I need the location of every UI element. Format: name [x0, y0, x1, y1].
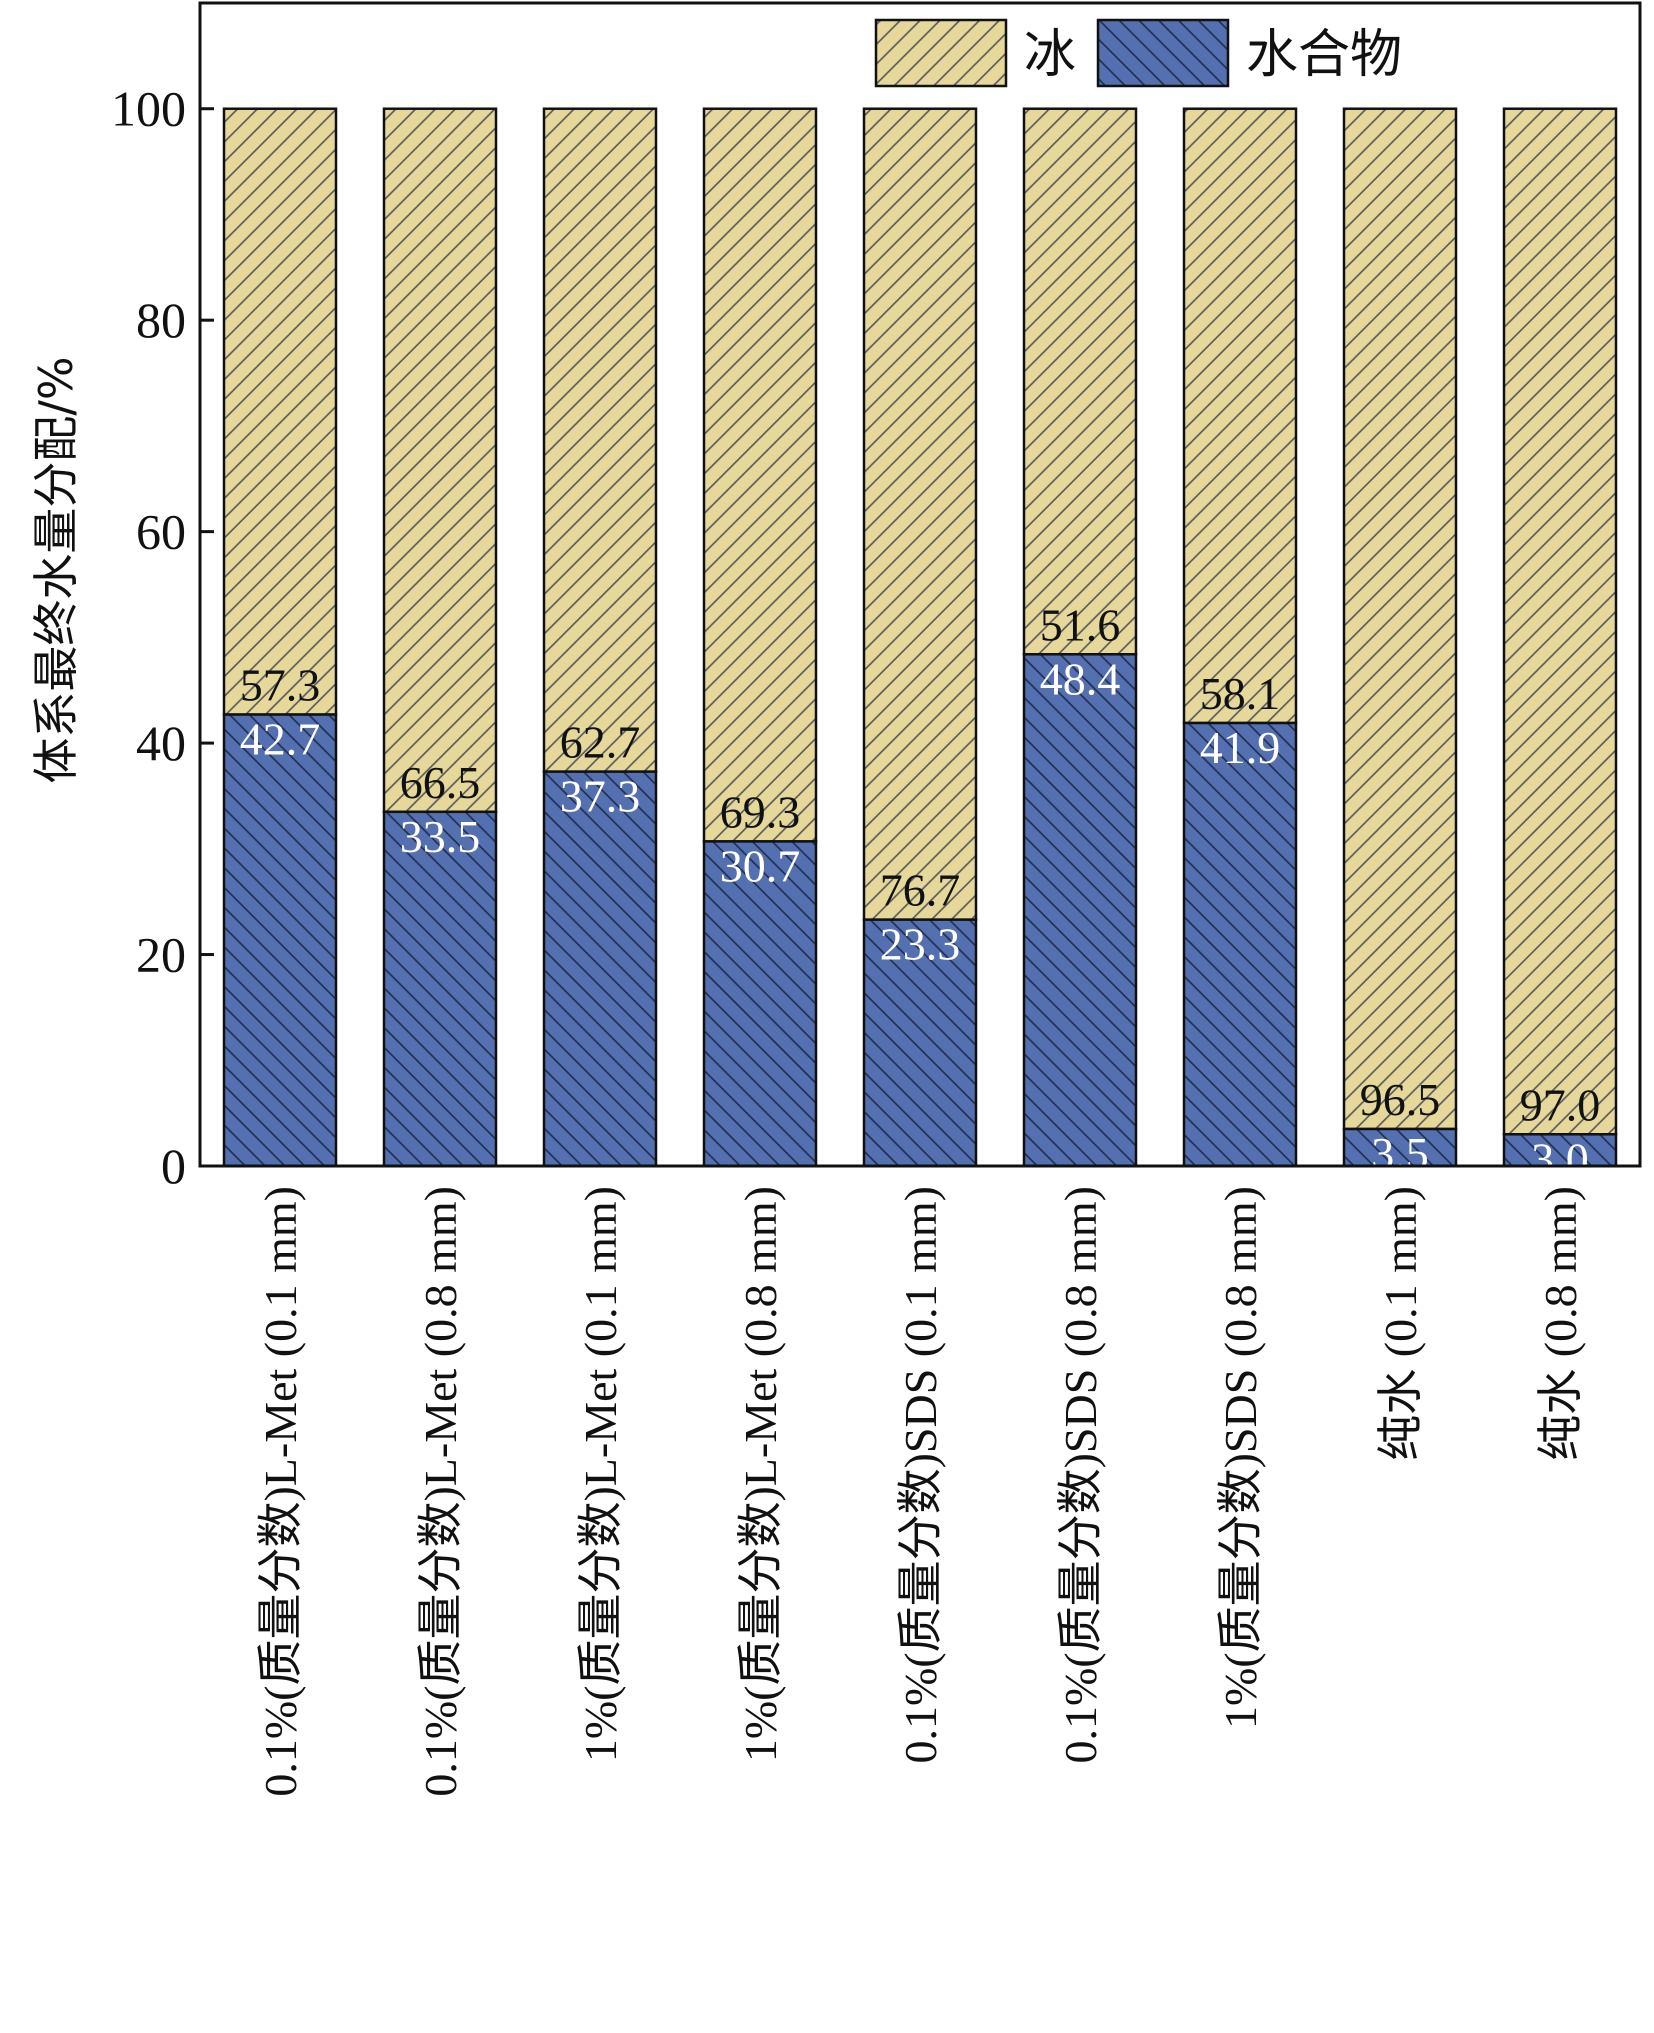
- data-label-hydrate: 48.4: [1040, 653, 1121, 704]
- data-label-ice: 76.7: [880, 865, 961, 916]
- y-tick-label: 100: [111, 81, 186, 137]
- plot-frame: [198, 1, 1642, 1168]
- legend-label-hydrate: 水合物: [1246, 25, 1402, 85]
- x-category-label: 1%(质量分数)L-Met (0.8 mm): [735, 1186, 786, 1762]
- bar-ice: [1502, 107, 1618, 1136]
- bar-hydrate: [1502, 1133, 1618, 1168]
- bars-layer: 57.342.7 66.533.5 62.737.3 69.330.7 76.723.3…: [222, 107, 1618, 1184]
- bar-ice: [1022, 107, 1138, 656]
- data-label-ice: 97.0: [1520, 1079, 1601, 1130]
- data-label-hydrate: 3.0: [1531, 1133, 1589, 1184]
- x-category-label: 1%(质量分数)L-Met (0.1 mm): [575, 1186, 626, 1762]
- legend-swatch-hydrate: [1096, 18, 1230, 88]
- x-category-label: 0.1%(质量分数)SDS (0.1 mm): [895, 1186, 946, 1764]
- bar-hydrate: [542, 770, 658, 1168]
- x-category-label: 0.1%(质量分数)L-Met (0.1 mm): [255, 1186, 306, 1797]
- data-label-ice: 58.1: [1200, 668, 1281, 719]
- legend-label-ice: 冰: [1024, 25, 1076, 85]
- x-category-label: 纯水 (0.8 mm): [1535, 1186, 1586, 1461]
- y-tick-label: 20: [136, 927, 186, 983]
- bar-ice: [222, 107, 338, 716]
- data-label-ice: 57.3: [240, 660, 321, 711]
- bar-hydrate: [702, 840, 818, 1168]
- data-label-hydrate: 37.3: [560, 771, 641, 822]
- x-category-label: 0.1%(质量分数)L-Met (0.8 mm): [415, 1186, 466, 1797]
- bar-ice: [542, 107, 658, 773]
- bar-hydrate: [382, 810, 498, 1168]
- data-label-ice: 66.5: [400, 757, 481, 808]
- legend-swatch-ice: [874, 18, 1008, 88]
- data-label-ice: 62.7: [560, 717, 641, 768]
- x-axis-category-labels: 0.1%(质量分数)L-Met (0.1 mm) 0.1%(质量分数)L-Met …: [255, 1186, 1586, 1797]
- bar-ice: [862, 107, 978, 921]
- bar-hydrate: [222, 713, 338, 1168]
- x-category-label: 0.1%(质量分数)SDS (0.8 mm): [1055, 1186, 1106, 1764]
- data-label-hydrate: 42.7: [240, 714, 321, 765]
- data-label-hydrate: 41.9: [1200, 722, 1281, 773]
- bar-ice: [1182, 107, 1298, 725]
- y-tick-label: 40: [136, 715, 186, 771]
- x-category-label: 纯水 (0.1 mm): [1375, 1186, 1426, 1461]
- y-axis-label: 体系最终水量分配/%: [29, 356, 83, 783]
- bar-ice: [382, 107, 498, 814]
- bar-ice: [1342, 107, 1458, 1131]
- data-label-hydrate: 23.3: [880, 919, 961, 970]
- bar-hydrate: [1182, 721, 1298, 1168]
- bar-ice: [702, 107, 818, 843]
- bar-hydrate: [862, 918, 978, 1168]
- data-label-ice: 69.3: [720, 786, 801, 837]
- bar-hydrate: [1022, 653, 1138, 1168]
- y-axis-ticks: 0 20 40 60 80 100: [111, 81, 214, 1194]
- y-tick-label: 0: [161, 1138, 186, 1194]
- x-category-label: 1%(质量分数)SDS (0.8 mm): [1215, 1186, 1266, 1729]
- legend: 冰 水合物: [874, 18, 1402, 88]
- y-tick-label: 60: [136, 504, 186, 560]
- data-label-ice: 96.5: [1360, 1074, 1441, 1125]
- data-label-ice: 51.6: [1040, 599, 1121, 650]
- y-tick-label: 80: [136, 292, 186, 348]
- data-label-hydrate: 3.5: [1371, 1128, 1429, 1179]
- data-label-hydrate: 30.7: [720, 840, 801, 891]
- data-label-hydrate: 33.5: [400, 811, 481, 862]
